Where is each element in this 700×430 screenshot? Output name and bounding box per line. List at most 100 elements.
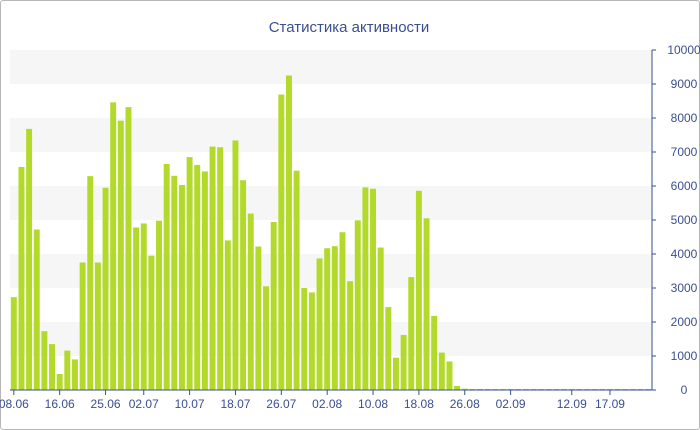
bar (41, 331, 48, 390)
x-tick-label: 02.09 (496, 397, 526, 411)
bar (316, 258, 323, 390)
bar (354, 220, 361, 390)
grid-band (10, 118, 652, 152)
bar (469, 388, 476, 390)
bar (522, 388, 529, 390)
bar (217, 147, 224, 390)
y-axis-ticks: 0 1000 2000 3000 4000 5000 6000 7000 8000 9000 100… (652, 43, 700, 397)
bar (454, 385, 461, 390)
bar (270, 222, 277, 390)
grid-band (10, 322, 652, 356)
bar (201, 171, 208, 390)
bar (377, 247, 384, 390)
bar (431, 315, 438, 390)
bar (49, 344, 56, 390)
x-axis-ticks: 08.06 16.06 25.06 02.07 10.07 18.07 26.07 02.08… (0, 390, 625, 411)
chart-title: Статистика активности (269, 19, 430, 36)
bar (224, 240, 231, 390)
x-tick-label: 16.06 (45, 397, 75, 411)
bar (584, 388, 591, 390)
bar (186, 157, 193, 390)
bar (240, 180, 247, 390)
x-tick-label: 26.07 (266, 397, 296, 411)
x-tick-label: 02.08 (312, 397, 342, 411)
bar (331, 246, 338, 390)
y-tick-label: 2000 (671, 315, 698, 329)
bar (561, 388, 568, 390)
bar (33, 229, 40, 390)
y-tick-label: 7000 (671, 145, 698, 159)
bar (385, 307, 392, 390)
bar (507, 388, 514, 390)
bar (599, 388, 606, 390)
bar (71, 359, 78, 390)
bar (423, 218, 430, 390)
bar (645, 388, 652, 390)
bar (18, 166, 25, 390)
x-tick-label: 10.08 (358, 397, 388, 411)
bar (194, 164, 201, 390)
bar-series (10, 75, 652, 391)
bar (629, 388, 636, 390)
bar (530, 388, 537, 390)
bar (553, 388, 560, 390)
x-tick-label: 10.07 (175, 397, 205, 411)
bar (308, 292, 315, 390)
bar (477, 388, 484, 390)
grid-bands (10, 50, 652, 356)
bar (324, 248, 331, 390)
bar (545, 388, 552, 390)
bar (622, 388, 629, 390)
bar (87, 176, 94, 390)
bar (79, 262, 86, 390)
y-tick-label: 5000 (671, 213, 698, 227)
bar (347, 281, 354, 390)
bar (26, 128, 33, 390)
bar (339, 232, 346, 390)
bar (133, 227, 140, 390)
bar (117, 120, 124, 390)
bar (576, 388, 583, 390)
bar (285, 75, 292, 390)
y-tick-label: 10000 (667, 43, 700, 57)
bar (515, 388, 522, 390)
y-tick-label: 9000 (671, 77, 698, 91)
bar (370, 188, 377, 390)
x-tick-label: 25.06 (91, 397, 121, 411)
x-tick-label: 08.06 (0, 397, 29, 411)
x-tick-label: 02.07 (129, 397, 159, 411)
y-tick-label: 4000 (671, 247, 698, 261)
bar (171, 175, 178, 390)
bar (94, 262, 101, 390)
bar (178, 184, 185, 390)
bar (400, 334, 407, 390)
grid-band (10, 186, 652, 220)
bar (156, 220, 163, 390)
bar (438, 352, 445, 390)
bar (614, 388, 621, 390)
grid-band (10, 254, 652, 288)
y-tick-label: 8000 (671, 111, 698, 125)
grid-band (10, 50, 652, 84)
bar (110, 102, 117, 391)
bar (255, 246, 262, 390)
bar (606, 388, 613, 390)
y-tick-label: 0 (681, 383, 688, 397)
bar (247, 213, 254, 390)
bar (278, 94, 285, 390)
bar (140, 223, 147, 390)
x-tick-label: 17.09 (595, 397, 625, 411)
bar (56, 374, 63, 390)
bar (163, 163, 170, 390)
bar (484, 388, 491, 390)
y-tick-label: 1000 (671, 349, 698, 363)
bar (591, 388, 598, 390)
bar (263, 286, 270, 390)
x-tick-label: 18.08 (404, 397, 434, 411)
bar (362, 187, 369, 390)
bar (64, 350, 71, 390)
y-tick-label: 6000 (671, 179, 698, 193)
bar (637, 388, 644, 390)
bar (499, 388, 506, 390)
